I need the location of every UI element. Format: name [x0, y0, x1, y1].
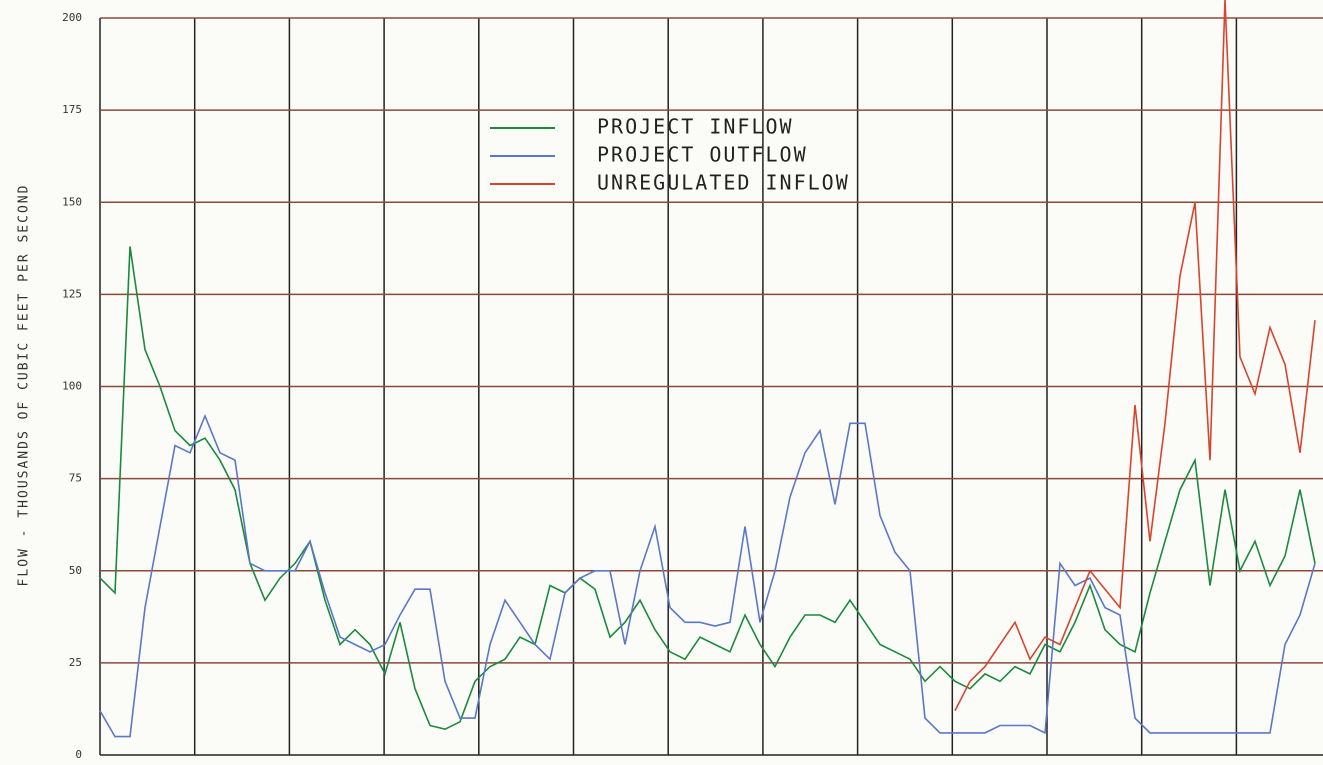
y-tick-label: 75 — [69, 472, 82, 485]
y-tick-label: 175 — [62, 103, 82, 116]
y-tick-label: 100 — [62, 380, 82, 393]
series-line — [99, 413, 1316, 738]
y-tick-label: 50 — [69, 564, 82, 577]
series-line — [954, 0, 1316, 712]
y-tick-label: 200 — [62, 11, 82, 24]
y-axis-label: FLOW - THOUSANDS OF CUBIC FEET PER SECON… — [17, 184, 32, 587]
y-tick-label: 25 — [69, 656, 82, 669]
legend-label: PROJECT INFLOW — [597, 115, 794, 139]
series-line — [99, 246, 1316, 731]
y-tick-label: 125 — [62, 287, 82, 300]
y-tick-label: 0 — [75, 748, 82, 761]
legend-label: UNREGULATED INFLOW — [597, 171, 850, 195]
legend-label: PROJECT OUTFLOW — [597, 143, 808, 167]
y-tick-label: 150 — [62, 195, 82, 208]
